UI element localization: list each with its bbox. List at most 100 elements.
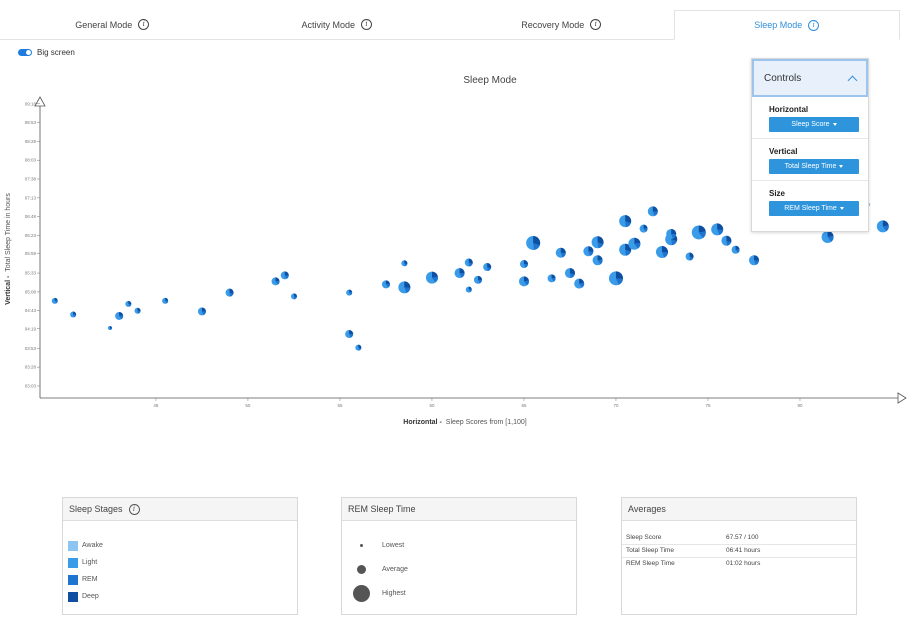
point-deep-slice — [698, 225, 706, 233]
point-rem-slice — [661, 252, 668, 258]
size-dropdown[interactable]: REM Sleep Time — [769, 201, 859, 216]
y-tick-label: 03:03 — [25, 383, 37, 388]
caret-down-icon — [832, 123, 837, 126]
point-deep-slice — [597, 255, 603, 261]
size-dot — [356, 564, 366, 574]
size-item-lowest: Lowest — [350, 533, 576, 557]
point-rem-slice — [404, 287, 411, 293]
y-tick-label: 08:28 — [25, 139, 37, 144]
y-axis-label-prefix: Vertical - — [5, 275, 12, 305]
point-deep-slice — [523, 276, 529, 282]
svg-text:Vertical -Total Sleep Time in: Vertical - Total Sleep Time in hours — [5, 193, 12, 305]
point-deep-slice — [349, 289, 353, 293]
tab-label: Sleep Mode — [754, 20, 803, 30]
point-deep-slice — [404, 260, 408, 265]
point-deep-slice — [588, 246, 594, 252]
legend-swatch — [68, 591, 78, 602]
y-tick-label: 06:23 — [25, 233, 37, 238]
point-deep-slice — [671, 228, 677, 235]
info-icon[interactable]: i — [361, 19, 373, 30]
x-tick-label: 70 — [613, 403, 619, 408]
point-rem-slice — [643, 228, 648, 232]
info-icon[interactable]: i — [590, 19, 602, 30]
point-deep-slice — [404, 281, 411, 288]
point-deep-slice — [275, 277, 280, 282]
size-label: Lowest — [382, 541, 405, 549]
dropdown-value: Total Sleep Time — [784, 163, 837, 170]
data-point — [271, 277, 280, 286]
data-point — [748, 255, 759, 266]
point-deep-slice — [358, 344, 362, 349]
point-rem-slice — [119, 315, 124, 320]
data-point — [125, 300, 132, 307]
point-rem-slice — [652, 211, 658, 217]
data-point — [647, 206, 658, 217]
point-rem-slice — [827, 236, 834, 242]
table-row: Total Sleep Time 06:41 hours — [622, 544, 856, 558]
info-icon[interactable]: i — [128, 503, 140, 515]
point-deep-slice — [652, 206, 658, 212]
tab-general-mode[interactable]: General Mode i — [0, 10, 225, 39]
caret-down-icon — [839, 165, 844, 168]
point-rem-slice — [671, 239, 677, 246]
legend-swatch — [68, 540, 78, 551]
data-point — [162, 297, 169, 304]
point-deep-slice — [477, 275, 482, 281]
point-rem-slice — [698, 231, 706, 239]
tab-sleep-mode[interactable]: Sleep Mode i — [673, 10, 900, 40]
point-deep-slice — [128, 300, 132, 305]
size-dot — [352, 584, 370, 602]
point-rem-slice — [735, 249, 740, 253]
chevron-up-icon[interactable] — [847, 75, 858, 85]
data-point — [711, 223, 724, 236]
data-point — [381, 280, 390, 289]
point-deep-slice — [717, 223, 724, 230]
point-deep-slice — [560, 247, 566, 254]
data-point — [619, 215, 632, 228]
data-point — [134, 307, 141, 314]
row-value: 06:41 hours — [722, 544, 856, 558]
point-deep-slice — [726, 235, 732, 243]
point-deep-slice — [615, 271, 623, 280]
data-point — [691, 225, 706, 240]
panel-header: REM Sleep Time — [342, 498, 576, 521]
panel-title: REM Sleep Time — [348, 504, 416, 514]
info-icon[interactable]: i — [138, 19, 150, 30]
big-screen-toggle[interactable] — [18, 49, 32, 56]
point-rem-slice — [229, 292, 234, 297]
legend-label: Light — [82, 559, 98, 566]
horizontal-dropdown[interactable]: Sleep Score — [769, 117, 859, 132]
info-icon[interactable]: i — [808, 19, 820, 31]
legend-item-rem: REM — [68, 571, 297, 588]
point-deep-slice — [284, 271, 289, 276]
dropdown-value: REM Sleep Time — [784, 205, 837, 212]
legend-swatch — [68, 557, 78, 568]
point-rem-slice — [717, 229, 724, 236]
size-label: Highest — [382, 589, 406, 597]
row-label: Total Sleep Time — [622, 544, 722, 558]
data-point — [70, 311, 77, 318]
y-axis-label-text: Total Sleep Time in hours — [5, 193, 12, 272]
x-axis-arrow-icon — [897, 392, 907, 404]
data-point — [608, 271, 623, 286]
tab-recovery-mode[interactable]: Recovery Mode i — [449, 10, 674, 39]
data-point — [574, 278, 585, 289]
y-tick-label: 09:18 — [25, 101, 37, 106]
point-rem-slice — [533, 242, 540, 250]
control-size: Size REM Sleep Time — [752, 181, 868, 216]
x-tick-label: 60 — [429, 403, 435, 408]
point-deep-slice — [487, 263, 492, 269]
legend-label: Awake — [82, 542, 103, 549]
data-point — [398, 281, 411, 294]
vertical-dropdown[interactable]: Total Sleep Time — [769, 159, 859, 174]
point-rem-slice — [459, 273, 465, 278]
point-rem-slice — [477, 279, 482, 284]
controls-header[interactable]: Controls — [752, 59, 868, 97]
tab-activity-mode[interactable]: Activity Mode i — [225, 10, 450, 39]
point-deep-slice — [385, 280, 390, 285]
point-deep-slice — [468, 258, 473, 264]
point-rem-slice — [468, 289, 472, 293]
point-rem-slice — [551, 277, 556, 282]
y-axis-arrow-icon — [34, 96, 46, 107]
data-point — [225, 288, 234, 297]
